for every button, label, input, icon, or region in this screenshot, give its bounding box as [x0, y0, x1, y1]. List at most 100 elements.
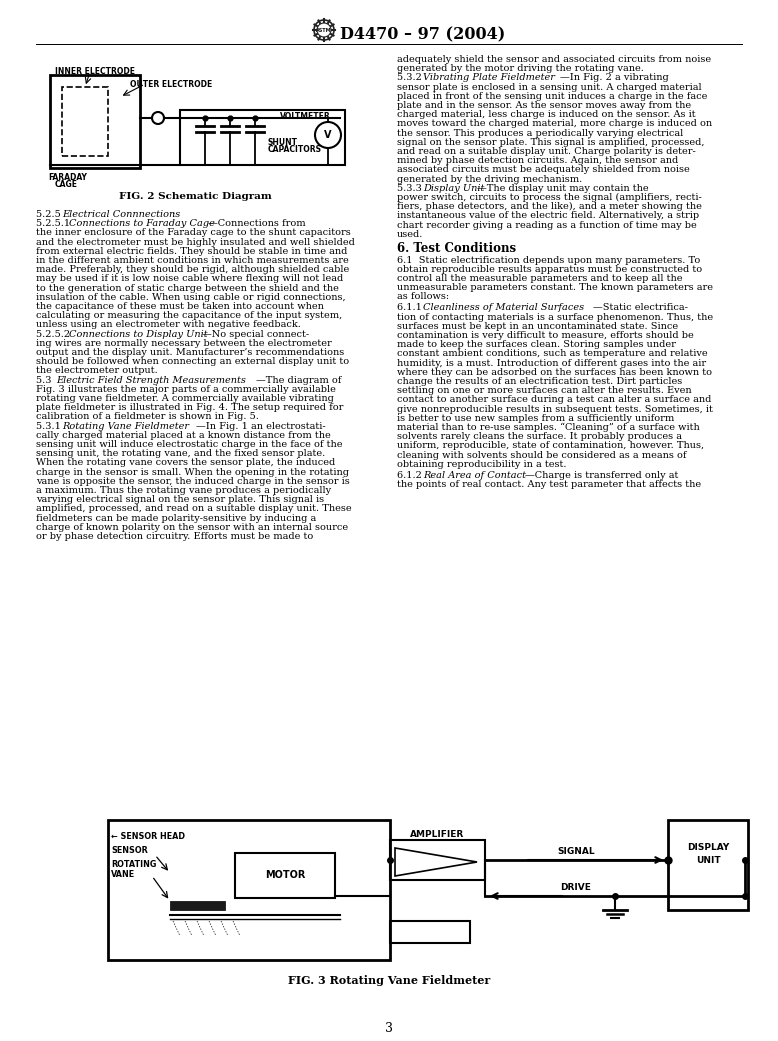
Text: contact to another surface during a test can alter a surface and: contact to another surface during a test…	[397, 396, 711, 404]
Text: 5.3: 5.3	[36, 376, 58, 384]
Text: 5.2.5: 5.2.5	[36, 210, 67, 219]
Text: cally charged material placed at a known distance from the: cally charged material placed at a known…	[36, 431, 331, 439]
Text: FARADAY: FARADAY	[48, 173, 87, 182]
Text: INNER ELECTRODE: INNER ELECTRODE	[55, 67, 135, 76]
Text: 6.1.1: 6.1.1	[397, 303, 428, 312]
Text: is better to use new samples from a sufficiently uniform: is better to use new samples from a suff…	[397, 414, 675, 423]
Text: varying electrical signal on the sensor plate. This signal is: varying electrical signal on the sensor …	[36, 496, 324, 504]
Text: adequately shield the sensor and associated circuits from noise: adequately shield the sensor and associa…	[397, 55, 711, 64]
Text: Electric Field Strength Measurements: Electric Field Strength Measurements	[56, 376, 246, 384]
Text: Rotating Vane Fieldmeter: Rotating Vane Fieldmeter	[62, 422, 189, 431]
Text: Fig. 3 illustrates the major parts of a commercially available: Fig. 3 illustrates the major parts of a …	[36, 385, 336, 393]
Text: amplified, processed, and read on a suitable display unit. These: amplified, processed, and read on a suit…	[36, 505, 352, 513]
Text: 6.1.2: 6.1.2	[397, 471, 428, 480]
Text: plate fieldmeter is illustrated in Fig. 4. The setup required for: plate fieldmeter is illustrated in Fig. …	[36, 403, 343, 412]
Text: vane is opposite the sensor, the induced charge in the sensor is: vane is opposite the sensor, the induced…	[36, 477, 350, 486]
Text: change the results of an electrification test. Dirt particles: change the results of an electrification…	[397, 377, 682, 386]
Bar	[108, 820, 390, 960]
Text: 5.3.3: 5.3.3	[397, 184, 428, 193]
Text: give nonreproducible results in subsequent tests. Sometimes, it: give nonreproducible results in subseque…	[397, 405, 713, 413]
Text: —In Fig. 1 an electrostati-: —In Fig. 1 an electrostati-	[196, 422, 326, 431]
Text: contamination is very difficult to measure, efforts should be: contamination is very difficult to measu…	[397, 331, 694, 340]
Bar	[62, 87, 108, 156]
Text: made. Preferably, they should be rigid, although shielded cable: made. Preferably, they should be rigid, …	[36, 265, 349, 274]
Text: humidity, is a must. Introduction of different gases into the air: humidity, is a must. Introduction of dif…	[397, 358, 706, 367]
Text: FIG. 2 Schematic Diagram: FIG. 2 Schematic Diagram	[118, 192, 272, 201]
Text: When the rotating vane covers the sensor plate, the induced: When the rotating vane covers the sensor…	[36, 458, 335, 467]
Bar	[170, 902, 225, 910]
Text: 5.2.5.1: 5.2.5.1	[36, 220, 76, 228]
Text: mined by phase detection circuits. Again, the sensor and: mined by phase detection circuits. Again…	[397, 156, 678, 166]
Text: or by phase detection circuitry. Efforts must be made to: or by phase detection circuitry. Efforts…	[36, 532, 314, 541]
Text: fiers, phase detectors, and the like), and a meter showing the: fiers, phase detectors, and the like), a…	[397, 202, 702, 211]
Text: DRIVE: DRIVE	[561, 883, 591, 892]
Text: unless using an electrometer with negative feedback.: unless using an electrometer with negati…	[36, 321, 301, 329]
Text: —The diagram of: —The diagram of	[256, 376, 342, 384]
Text: control all the measurable parameters and to keep all the: control all the measurable parameters an…	[397, 274, 682, 283]
Text: moves toward the charged material, more charge is induced on: moves toward the charged material, more …	[397, 120, 712, 128]
Text: —Static electrifica-: —Static electrifica-	[593, 303, 688, 312]
Text: may be used if it is low noise cable where flexing will not lead: may be used if it is low noise cable whe…	[36, 275, 343, 283]
Text: —In Fig. 2 a vibrating: —In Fig. 2 a vibrating	[560, 74, 669, 82]
Bar	[235, 853, 335, 898]
Text: CAPACITORS: CAPACITORS	[268, 145, 322, 154]
Text: the points of real contact. Any test parameter that affects the: the points of real contact. Any test par…	[397, 480, 701, 489]
Bar	[668, 820, 748, 910]
Bar	[50, 75, 140, 168]
Text: sensor plate is enclosed in a sensing unit. A charged material: sensor plate is enclosed in a sensing un…	[397, 82, 702, 92]
Bar	[390, 840, 485, 880]
Text: —The display unit may contain the: —The display unit may contain the	[477, 184, 649, 193]
Text: insulation of the cable. When using cable or rigid connections,: insulation of the cable. When using cabl…	[36, 293, 345, 302]
Text: instantaneous value of the electric field. Alternatively, a strip: instantaneous value of the electric fiel…	[397, 211, 699, 221]
Text: made to keep the surfaces clean. Storing samples under: made to keep the surfaces clean. Storing…	[397, 340, 676, 349]
Text: unmeasurable parameters constant. The known parameters are: unmeasurable parameters constant. The kn…	[397, 283, 713, 293]
Text: settling on one or more surfaces can alter the results. Even: settling on one or more surfaces can alt…	[397, 386, 692, 396]
Text: power switch, circuits to process the signal (amplifiers, recti-: power switch, circuits to process the si…	[397, 193, 702, 202]
Text: Vibrating Plate Fieldmeter: Vibrating Plate Fieldmeter	[423, 74, 555, 82]
Text: surfaces must be kept in an uncontaminated state. Since: surfaces must be kept in an uncontaminat…	[397, 322, 678, 331]
Text: and read on a suitable display unit. Charge polarity is deter-: and read on a suitable display unit. Cha…	[397, 147, 696, 156]
Circle shape	[317, 23, 331, 37]
Text: signal on the sensor plate. This signal is amplified, processed,: signal on the sensor plate. This signal …	[397, 137, 705, 147]
Text: SENSOR: SENSOR	[111, 846, 148, 855]
Text: material than to re-use samples. “Cleaning” of a surface with: material than to re-use samples. “Cleani…	[397, 423, 699, 432]
Text: D4470 – 97 (2004): D4470 – 97 (2004)	[340, 26, 505, 43]
Text: FIG. 3 Rotating Vane Fieldmeter: FIG. 3 Rotating Vane Fieldmeter	[288, 975, 490, 986]
Text: charge of known polarity on the sensor with an internal source: charge of known polarity on the sensor w…	[36, 523, 348, 532]
Text: VANE: VANE	[111, 870, 135, 879]
Text: sensing unit, the rotating vane, and the fixed sensor plate.: sensing unit, the rotating vane, and the…	[36, 450, 325, 458]
Text: Connections to Display Unit: Connections to Display Unit	[69, 330, 208, 338]
Text: charge in the sensor is small. When the opening in the rotating: charge in the sensor is small. When the …	[36, 467, 349, 477]
Text: DISPLAY: DISPLAY	[687, 843, 729, 852]
Text: sensing unit will induce electrostatic charge in the face of the: sensing unit will induce electrostatic c…	[36, 440, 342, 449]
Text: SIGNAL: SIGNAL	[557, 847, 595, 856]
Text: where they can be adsorbed on the surfaces has been known to: where they can be adsorbed on the surfac…	[397, 367, 712, 377]
Text: CAGE: CAGE	[55, 180, 78, 189]
Text: in the different ambient conditions in which measurements are: in the different ambient conditions in w…	[36, 256, 349, 265]
Text: the inner enclosure of the Faraday cage to the shunt capacitors: the inner enclosure of the Faraday cage …	[36, 228, 351, 237]
Text: fieldmeters can be made polarity-sensitive by inducing a: fieldmeters can be made polarity-sensiti…	[36, 513, 316, 523]
Circle shape	[314, 20, 334, 40]
Text: output and the display unit. Manufacturer’s recommendations: output and the display unit. Manufacture…	[36, 348, 344, 357]
Text: a maximum. Thus the rotating vane produces a periodically: a maximum. Thus the rotating vane produc…	[36, 486, 331, 496]
Text: solvents rarely cleans the surface. It probably produces a: solvents rarely cleans the surface. It p…	[397, 432, 682, 441]
Text: VOLTMETER: VOLTMETER	[280, 112, 331, 121]
Text: Electrical Connnections: Electrical Connnections	[62, 210, 180, 219]
Text: UNIT: UNIT	[696, 856, 720, 865]
Text: SHUNT: SHUNT	[268, 138, 298, 147]
Text: Connections to Faraday Cage: Connections to Faraday Cage	[69, 220, 215, 228]
Text: tion of contacting materials is a surface phenomenon. Thus, the: tion of contacting materials is a surfac…	[397, 312, 713, 322]
Text: 6. Test Conditions: 6. Test Conditions	[397, 242, 516, 255]
Text: Display Unit: Display Unit	[423, 184, 485, 193]
Text: obtain reproducible results apparatus must be constructed to: obtain reproducible results apparatus mu…	[397, 264, 702, 274]
Bar	[390, 921, 470, 943]
Text: Real Area of Contact: Real Area of Contact	[423, 471, 526, 480]
Text: uniform, reproducible, state of contamination, however. Thus,: uniform, reproducible, state of contamin…	[397, 441, 704, 451]
Text: placed in front of the sensing unit induces a charge in the face: placed in front of the sensing unit indu…	[397, 92, 707, 101]
Text: the electrometer output.: the electrometer output.	[36, 366, 158, 376]
Text: :: :	[172, 210, 175, 219]
Text: generated by the motor driving the rotating vane.: generated by the motor driving the rotat…	[397, 65, 644, 73]
Text: MOTOR: MOTOR	[265, 870, 305, 880]
Text: as follows:: as follows:	[397, 293, 449, 301]
Text: from external electric fields. They should be stable in time and: from external electric fields. They shou…	[36, 247, 347, 256]
